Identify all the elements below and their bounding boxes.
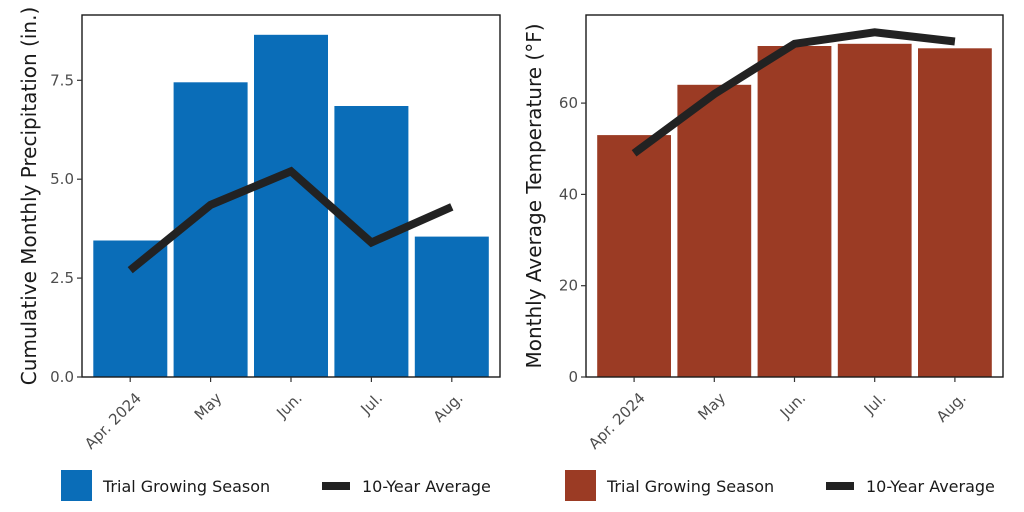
precip-legend-trial-label: Trial Growing Season xyxy=(102,477,270,496)
precip-average-line xyxy=(127,166,454,274)
precip-y-tick-label: 2.5 xyxy=(50,269,74,287)
temp-bar-1 xyxy=(597,135,671,377)
precip-bar-5 xyxy=(414,236,489,377)
temp-average-line xyxy=(631,28,956,157)
precip-y-axis-title: Cumulative Monthly Precipitation (in.) xyxy=(17,7,41,386)
precip-legend: Trial Growing Season 10-Year Average xyxy=(61,470,491,501)
precip-x-tick-label: Apr. 2024 xyxy=(81,389,145,453)
temp-legend: Trial Growing Season 10-Year Average xyxy=(565,470,995,501)
precip-x-tick-label: Jul. xyxy=(357,389,387,419)
precip-chart: 0.0 2.5 5.0 7.5 Apr. 2024 May Jun. Jul. Aug. Cumu… xyxy=(17,7,501,501)
temp-legend-average-label: 10-Year Average xyxy=(866,477,995,496)
temp-x-tick-label: May xyxy=(694,389,729,424)
precip-bar-3 xyxy=(254,34,328,378)
temp-bar-5 xyxy=(918,48,992,378)
temp-bar-4 xyxy=(837,43,912,378)
temp-legend-trial-label: Trial Growing Season xyxy=(606,477,774,496)
temp-y-tick-label: 40 xyxy=(559,185,578,203)
temp-y-tick-label: 60 xyxy=(559,94,578,112)
precip-legend-average-label: 10-Year Average xyxy=(362,477,491,496)
temp-bar-2 xyxy=(677,84,752,378)
temp-x-tick-label: Jul. xyxy=(860,389,890,419)
precip-x-tick-label: Jun. xyxy=(272,389,305,422)
precip-x-tick-label: May xyxy=(191,389,226,424)
precip-y-tick-label: 5.0 xyxy=(50,170,74,188)
temp-y-tick-label: 0 xyxy=(568,368,578,386)
precip-legend-swatch xyxy=(61,470,92,501)
precip-y-tick-label: 7.5 xyxy=(50,71,74,89)
chart-panels: 0.0 2.5 5.0 7.5 Apr. 2024 May Jun. Jul. Aug. Cumu… xyxy=(17,7,1004,501)
temp-y-tick-label: 20 xyxy=(559,277,578,295)
precip-bar-1 xyxy=(93,240,168,377)
precip-x-tick-label: Aug. xyxy=(430,389,467,426)
temp-x-tick-label: Aug. xyxy=(933,389,970,426)
temp-legend-swatch xyxy=(565,470,596,501)
temp-bar-3 xyxy=(757,46,832,377)
temp-chart: 0 20 40 60 Apr. 2024 May Jun. Jul. Aug. Monthly A… xyxy=(522,14,1004,501)
temp-y-axis-title: Monthly Average Temperature (°F) xyxy=(522,23,546,368)
temp-x-tick-label: Jun. xyxy=(776,389,809,422)
temp-x-tick-label: Apr. 2024 xyxy=(585,389,649,453)
precip-y-tick-label: 0.0 xyxy=(50,368,74,386)
